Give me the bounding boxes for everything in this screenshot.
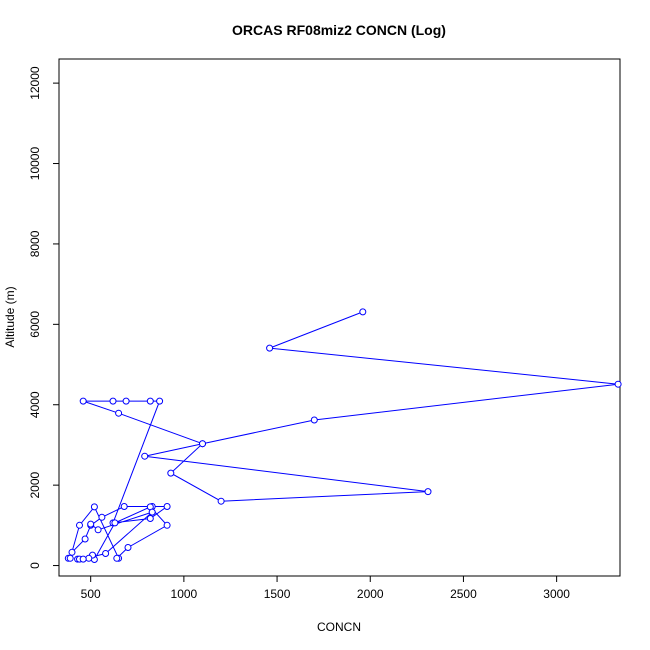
- data-point: [266, 344, 274, 352]
- data-point: [310, 416, 318, 424]
- data-point: [148, 508, 156, 516]
- data-point: [167, 469, 175, 477]
- y-tick-label: 10000: [28, 147, 42, 181]
- data-point: [199, 440, 206, 448]
- data-point: [614, 380, 622, 388]
- x-tick-label: 2000: [357, 587, 384, 601]
- data-point: [81, 535, 89, 543]
- x-tick-label: 2500: [450, 587, 477, 601]
- data-point: [68, 548, 76, 556]
- data-point: [217, 497, 225, 505]
- x-tick-label: 1000: [171, 587, 198, 601]
- x-axis-label: CONCN: [317, 620, 361, 634]
- x-axis: 500 1000 1500 2000 2500 3000: [81, 575, 570, 601]
- data-point: [66, 554, 74, 562]
- data-point: [79, 555, 87, 563]
- data-point: [424, 488, 432, 496]
- x-tick-label: 1500: [264, 587, 291, 601]
- data-point: [111, 519, 119, 527]
- y-tick-label: 4000: [28, 391, 42, 418]
- y-tick-label: 12000: [28, 66, 42, 100]
- y-axis-label: Altitude (m): [3, 286, 17, 347]
- data-point: [115, 409, 123, 417]
- y-tick-label: 0: [28, 562, 42, 569]
- data-point: [146, 515, 154, 522]
- data-point: [124, 544, 132, 551]
- data-point: [359, 308, 367, 316]
- data-point: [76, 521, 83, 529]
- data-points: [64, 308, 622, 563]
- data-point: [98, 513, 106, 521]
- data-point: [94, 526, 102, 534]
- data-point: [141, 452, 149, 460]
- data-point: [102, 550, 110, 557]
- data-point: [156, 397, 164, 405]
- data-point: [85, 554, 93, 562]
- y-tick-label: 6000: [28, 311, 42, 338]
- chart-title: ORCAS RF08miz2 CONCN (Log): [232, 22, 446, 38]
- data-point: [90, 503, 98, 511]
- y-tick-label: 8000: [28, 230, 42, 257]
- y-tick-label: 2000: [28, 471, 42, 498]
- data-point: [79, 397, 87, 405]
- data-point: [122, 397, 130, 405]
- data-point: [120, 503, 128, 510]
- data-point: [87, 520, 95, 528]
- y-axis: 0 2000 4000 6000 8000 10000 12000: [28, 66, 60, 569]
- data-point: [109, 397, 117, 405]
- data-point: [163, 521, 171, 529]
- data-point: [163, 503, 171, 510]
- x-tick-label: 500: [81, 587, 101, 601]
- data-point: [113, 554, 121, 562]
- data-point: [146, 397, 154, 405]
- x-tick-label: 3000: [543, 587, 570, 601]
